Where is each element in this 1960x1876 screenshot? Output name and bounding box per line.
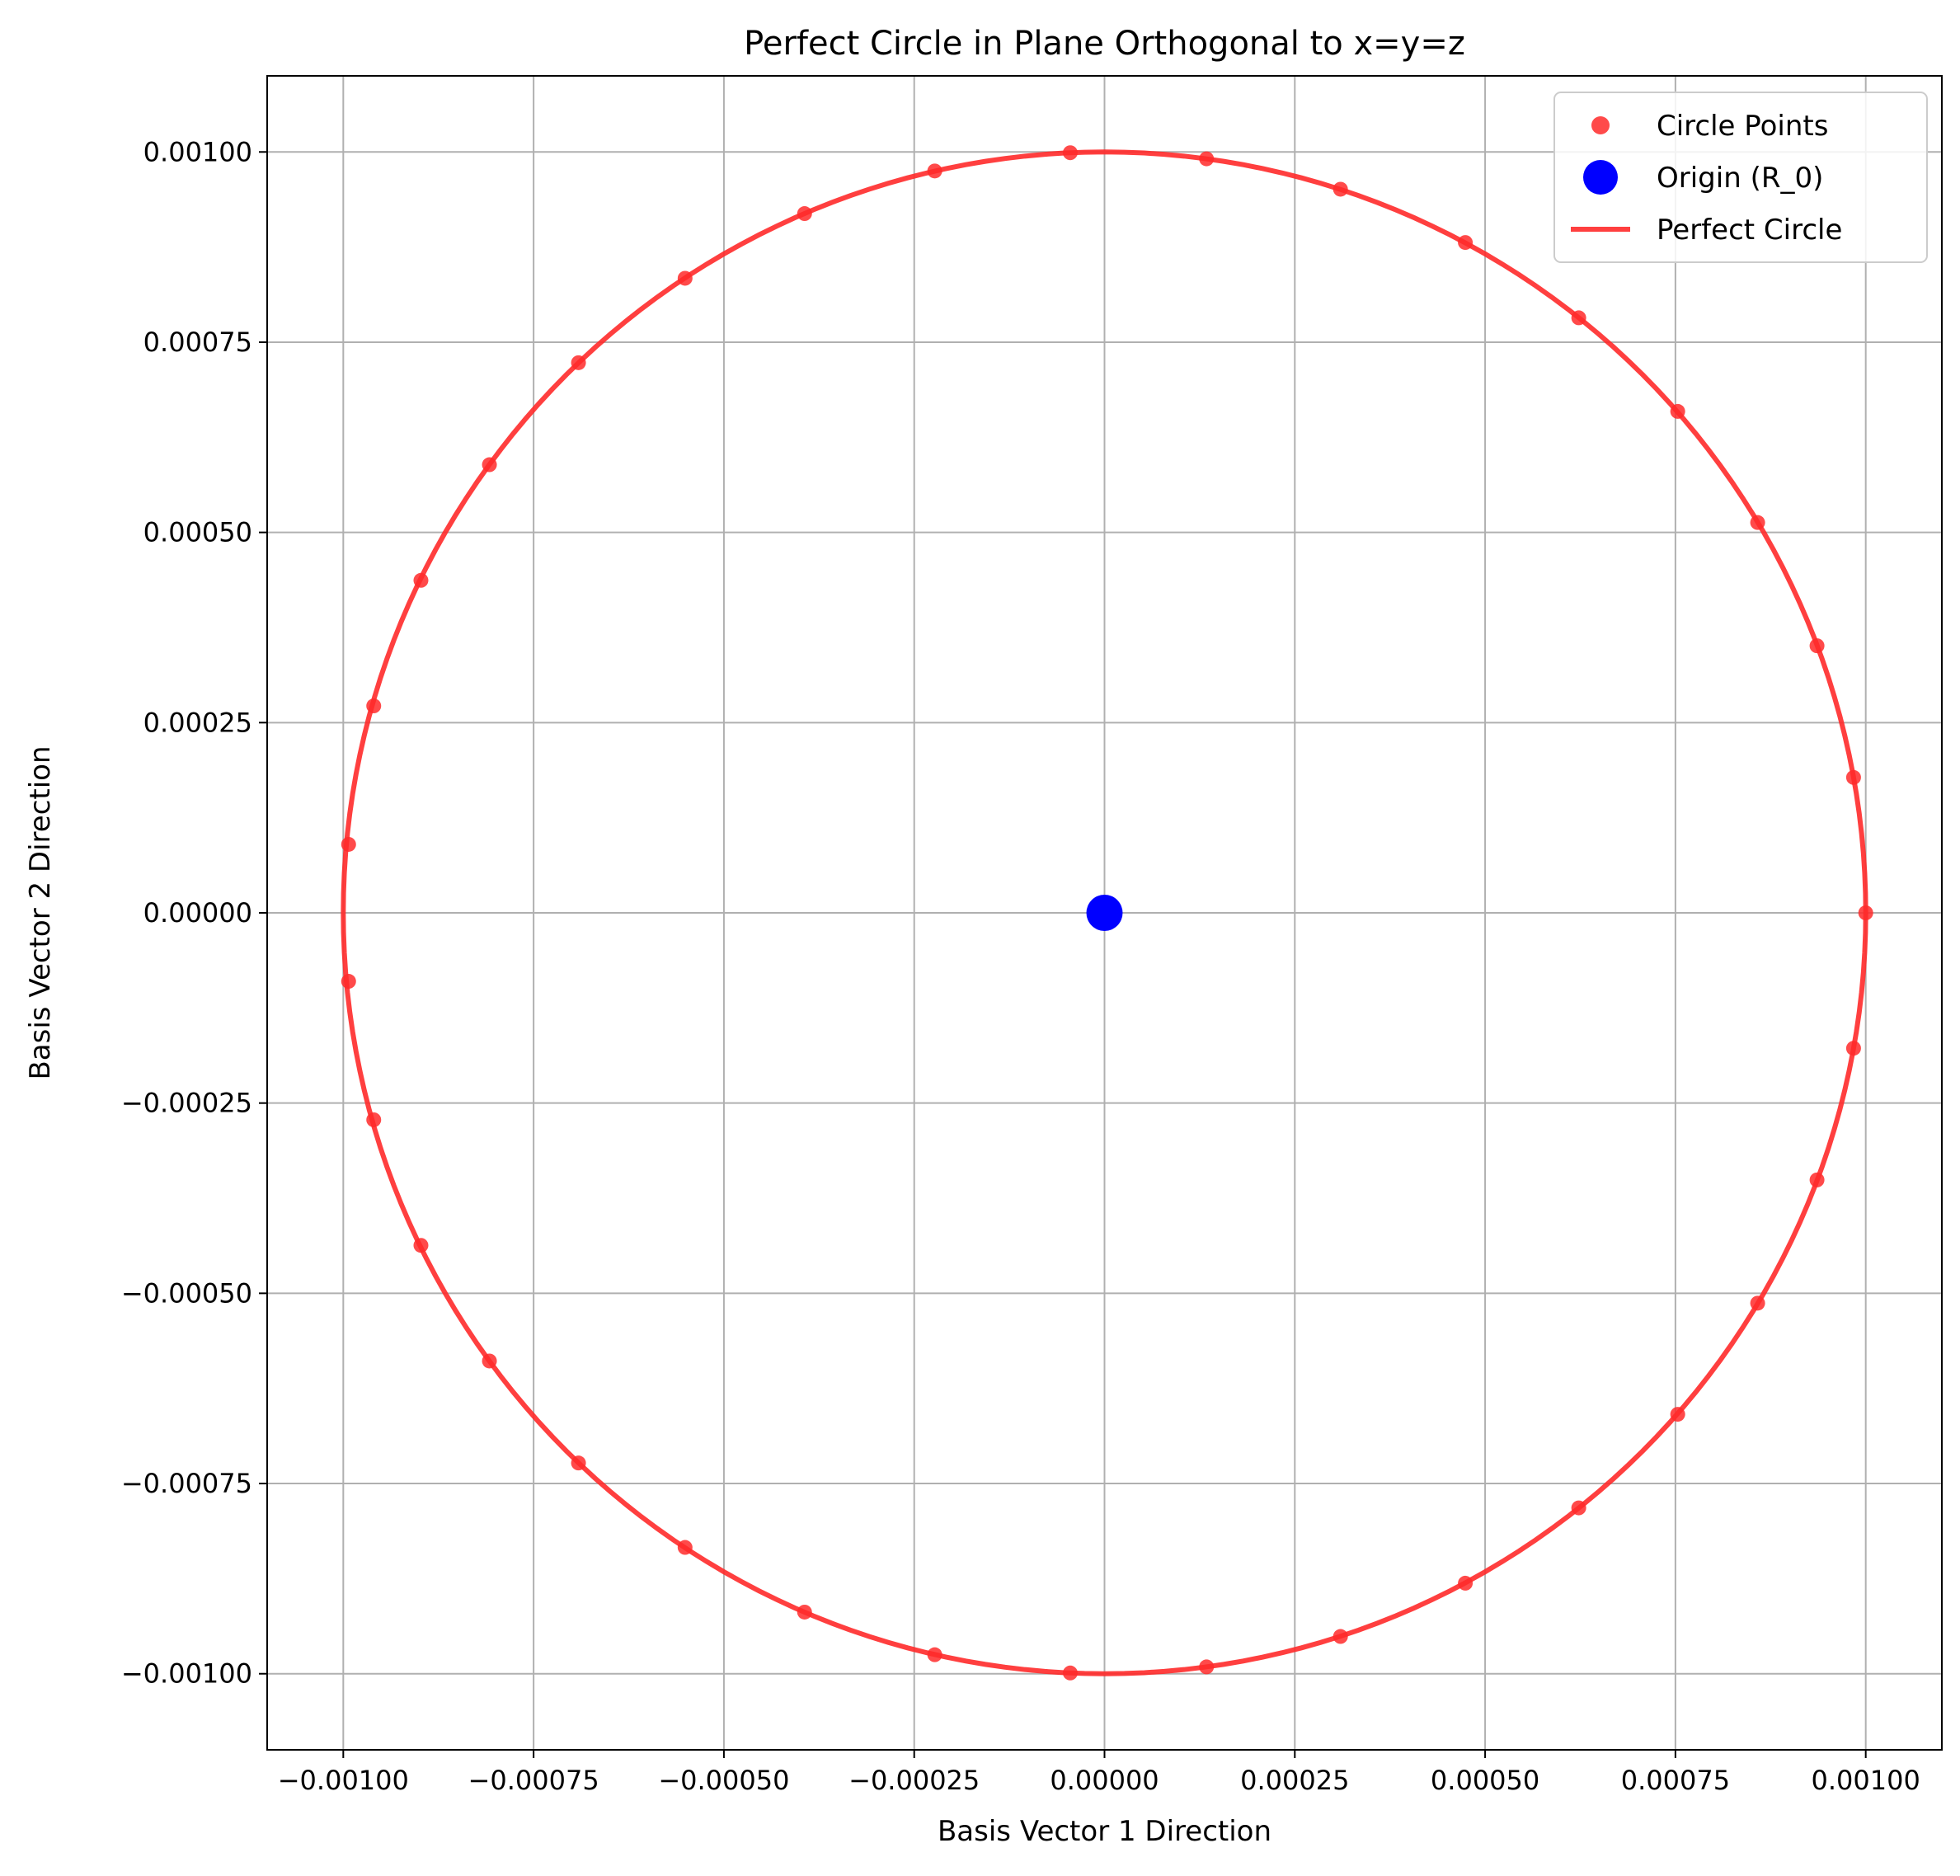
legend-label-circle-points: Circle Points xyxy=(1657,110,1828,143)
legend-box xyxy=(1553,92,1928,263)
chart-title: Perfect Circle in Plane Orthogonal to x=… xyxy=(744,25,1465,63)
y-tick-label: 0.00075 xyxy=(143,327,252,358)
y-tick-label: −0.00050 xyxy=(121,1277,252,1309)
x-tick-label: 0.00025 xyxy=(1240,1765,1349,1796)
y-tick-label: −0.00075 xyxy=(121,1468,252,1499)
circle-point xyxy=(1571,1500,1586,1516)
origin-point xyxy=(1086,895,1123,931)
data-layer xyxy=(341,145,1873,1681)
x-tick-label: 0.00075 xyxy=(1621,1765,1730,1796)
circle-point xyxy=(927,163,942,179)
circle-point xyxy=(366,1112,382,1127)
x-tick-label: 0.00050 xyxy=(1431,1765,1539,1796)
x-tick-label: 0.00100 xyxy=(1812,1765,1920,1796)
legend-marker-origin xyxy=(1583,160,1618,195)
circle-point xyxy=(1199,151,1215,167)
x-axis-label: Basis Vector 1 Direction xyxy=(938,1815,1271,1848)
tick-layer: −0.00100 −0.00075 −0.00050 −0.00025 0.00000 0… xyxy=(121,136,1920,1796)
circle-point xyxy=(1333,181,1348,197)
x-tick-label: −0.00050 xyxy=(658,1765,789,1796)
y-tick-label: −0.00025 xyxy=(121,1088,252,1119)
circle-point xyxy=(341,974,356,990)
circle-point xyxy=(797,206,812,222)
circle-point xyxy=(1062,145,1078,161)
circle-point xyxy=(1858,905,1873,920)
x-tick-label: −0.00075 xyxy=(468,1765,599,1796)
legend: Circle Points Origin (R_0) Perfect Circle xyxy=(1553,92,1928,263)
legend-label-perfect-circle: Perfect Circle xyxy=(1657,214,1842,247)
legend-label-origin: Origin (R_0) xyxy=(1657,162,1823,195)
circle-point xyxy=(1845,1041,1861,1056)
circle-point xyxy=(677,1540,693,1555)
circle-point xyxy=(571,355,586,370)
circle-point xyxy=(677,270,693,286)
circle-point xyxy=(571,1455,586,1471)
x-tick-label: −0.00025 xyxy=(848,1765,980,1796)
legend-marker-circle-points xyxy=(1591,116,1610,134)
y-tick-label: 0.00050 xyxy=(143,517,252,548)
circle-point xyxy=(1750,1295,1765,1311)
circle-point xyxy=(1809,1172,1825,1187)
circle-point xyxy=(366,698,382,714)
circle-point xyxy=(1199,1659,1215,1675)
y-tick-label: 0.00100 xyxy=(143,136,252,167)
circle-point xyxy=(1670,1407,1685,1422)
circle-point xyxy=(1670,403,1685,419)
circle-point xyxy=(1333,1629,1348,1644)
circle-point xyxy=(1809,638,1825,654)
circle-point xyxy=(413,1238,429,1253)
circle-point xyxy=(797,1604,812,1620)
circle-point xyxy=(1845,769,1861,785)
circle-point xyxy=(1062,1665,1078,1681)
y-tick-label: −0.00100 xyxy=(121,1658,252,1690)
circle-point xyxy=(1458,235,1474,251)
circle-point xyxy=(1750,515,1765,530)
circle-point xyxy=(482,1353,497,1369)
x-tick-label: 0.00000 xyxy=(1050,1765,1159,1796)
circle-point xyxy=(1571,310,1586,326)
x-tick-label: −0.00100 xyxy=(278,1765,409,1796)
circle-point xyxy=(413,572,429,588)
y-tick-label: 0.00025 xyxy=(143,707,252,738)
circle-point xyxy=(341,836,356,852)
circle-point xyxy=(482,457,497,473)
y-tick-label: 0.00000 xyxy=(143,897,252,929)
circle-point xyxy=(1458,1575,1474,1591)
y-axis-label: Basis Vector 2 Direction xyxy=(24,745,57,1079)
perfect-circle-line xyxy=(341,149,1868,1676)
circle-point xyxy=(927,1647,942,1662)
